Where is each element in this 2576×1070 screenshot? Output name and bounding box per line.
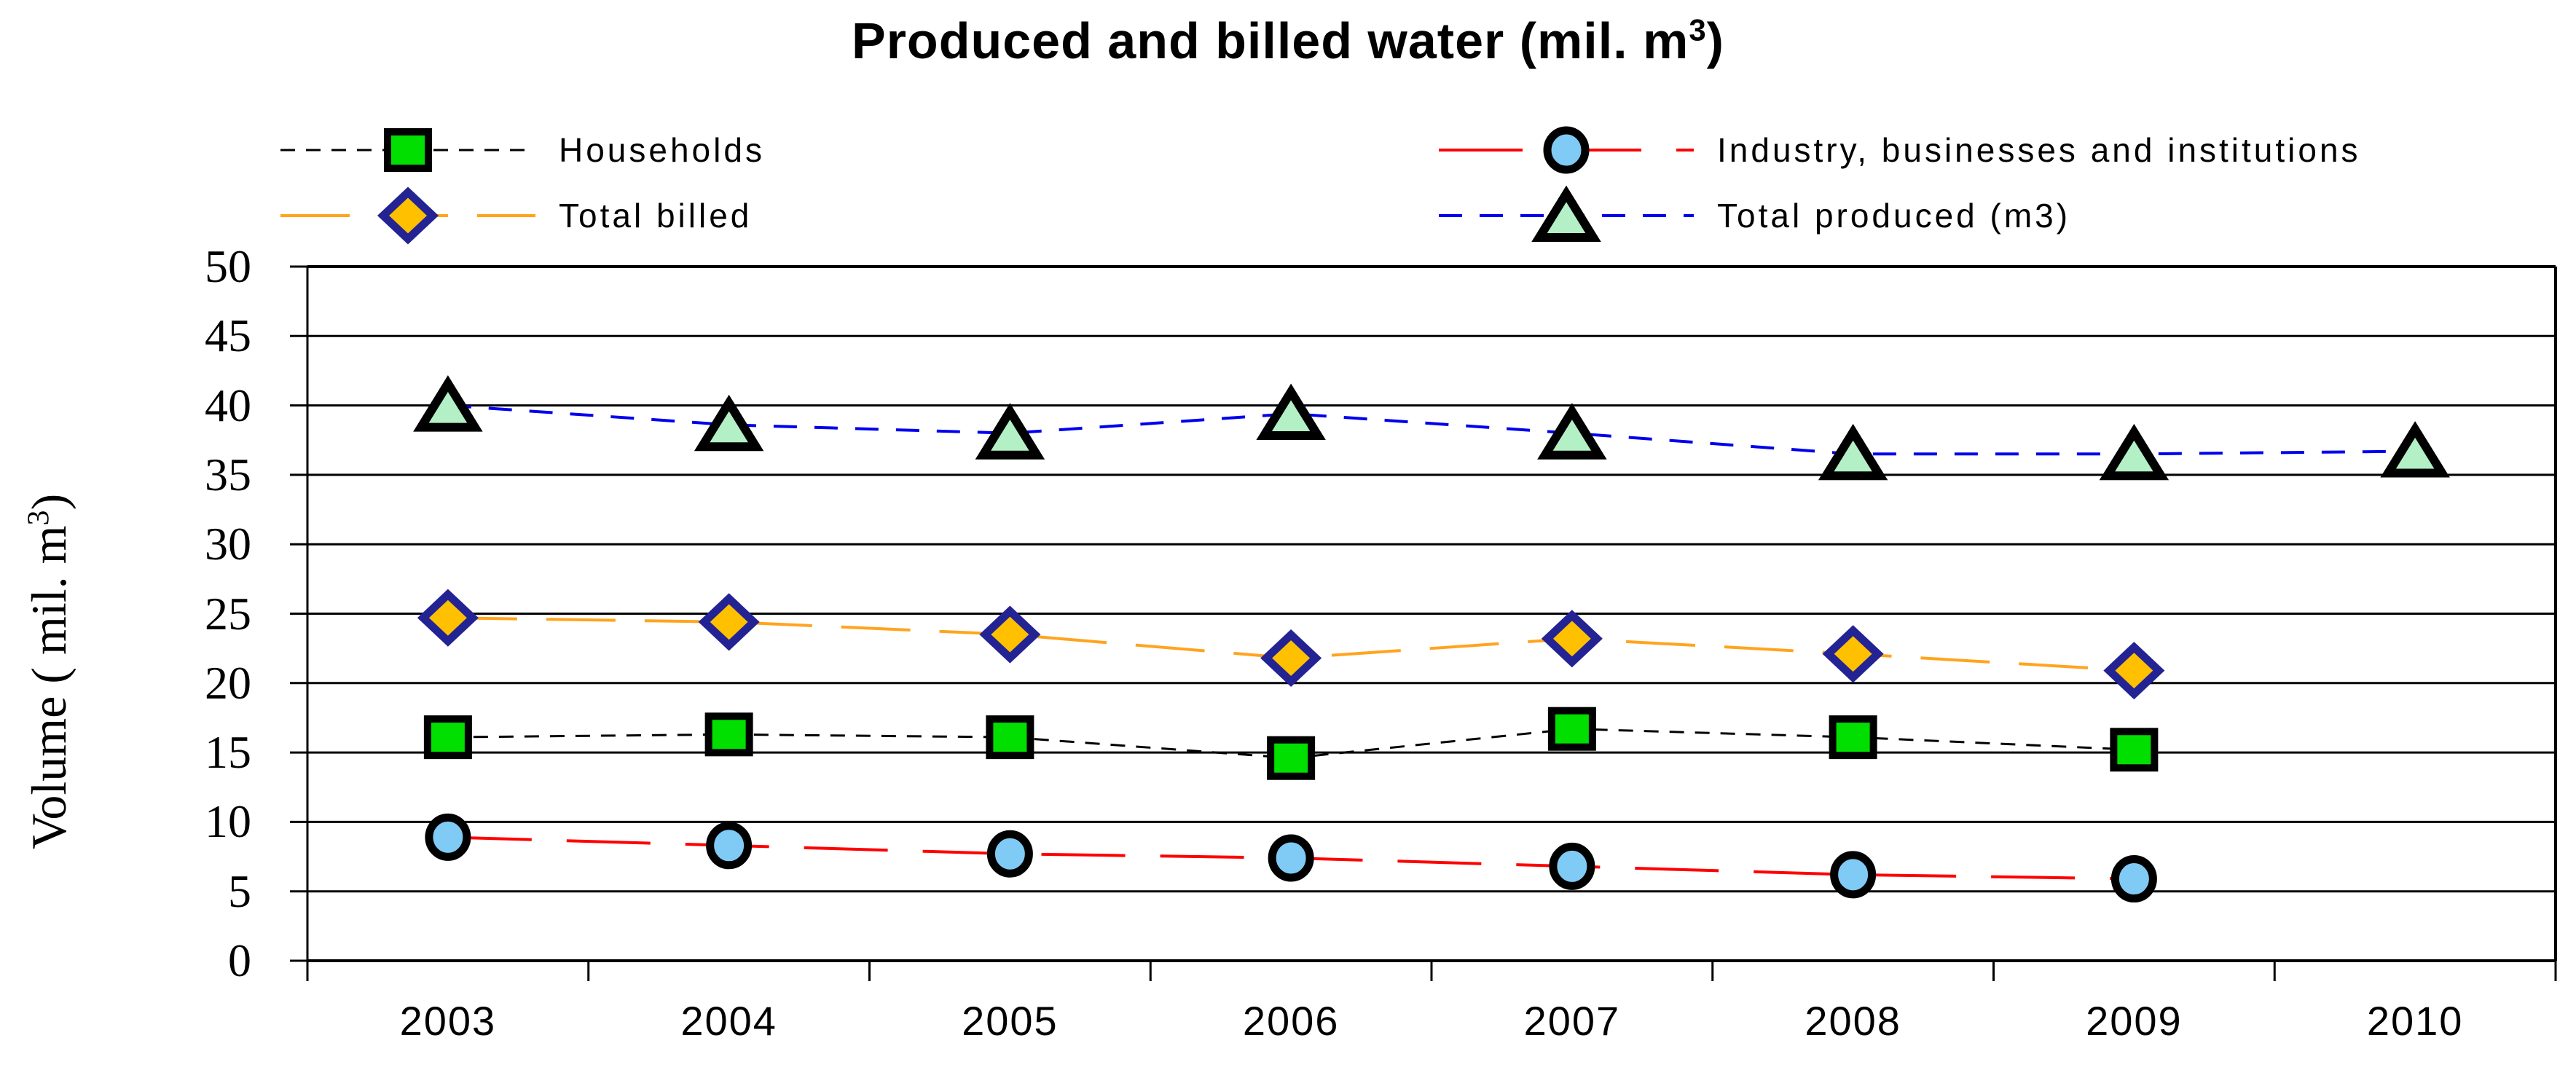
produced-legend-marker-icon (1531, 185, 1601, 242)
households-marker-2009 (2110, 728, 2159, 772)
billed-marker-2003 (417, 589, 479, 647)
legend-label-industry: Industry, businesses and institutions (1717, 131, 2361, 169)
produced-marker-2007 (1537, 403, 1607, 460)
y-tick-label-15: 15 (205, 726, 251, 779)
y-tick-label-40: 40 (205, 379, 251, 431)
chart-title-text: Produced and billed water (mil. m (852, 12, 1689, 69)
y-tick-label-10: 10 (205, 795, 251, 848)
legend-item-households: Households (280, 117, 765, 184)
produced-marker-2004 (694, 394, 764, 452)
x-tick-label-2004: 2004 (680, 998, 777, 1044)
y-tick-label-0: 0 (228, 935, 251, 986)
households-marker-2005 (986, 715, 1034, 760)
y-tick-label-20: 20 (205, 656, 251, 709)
y-tick-label-5: 5 (228, 865, 251, 917)
households-marker-2003 (423, 715, 472, 760)
households-marker-2006 (1267, 736, 1316, 780)
x-tick-label-2009: 2009 (2086, 998, 2183, 1044)
industry-marker-2009 (2110, 855, 2157, 903)
households-legend-sample (280, 128, 535, 172)
x-tick-label-2003: 2003 (399, 998, 497, 1044)
produced-marker-2005 (975, 403, 1045, 460)
y-tick-label-30: 30 (205, 518, 251, 570)
y-tick-label-50: 50 (205, 240, 251, 292)
billed-marker-2006 (1260, 629, 1322, 688)
chart-title-superscript: 3 (1689, 12, 1707, 47)
legend-label-total-billed: Total billed (559, 197, 753, 235)
x-tick-label-2008: 2008 (1805, 998, 1901, 1044)
households-legend-marker-icon (384, 128, 432, 172)
total-billed-legend-sample (280, 186, 535, 245)
chart-title: Produced and billed water (mil. m3) (0, 12, 2576, 70)
billed-marker-2009 (2103, 642, 2165, 700)
billed-legend-marker-icon (377, 186, 439, 245)
y-tick-label-35: 35 (205, 448, 251, 500)
produced-marker-2008 (1818, 423, 1888, 481)
industry-marker-2006 (1268, 834, 1314, 882)
households-marker-2008 (1829, 715, 1877, 760)
y-tick-label-45: 45 (205, 310, 251, 362)
industry-marker-2007 (1549, 842, 1595, 890)
chart-title-suffix: ) (1706, 12, 1724, 69)
y-tick-label-25: 25 (205, 587, 251, 640)
produced-marker-2006 (1256, 383, 1326, 441)
industry-marker-2003 (425, 813, 471, 861)
billed-marker-2008 (1822, 625, 1884, 683)
total-produced-legend-sample (1439, 185, 1694, 242)
billed-marker-2007 (1541, 610, 1603, 668)
industry-marker-2008 (1830, 851, 1877, 899)
industry-legend-sample (1439, 126, 1694, 174)
industry-marker-2004 (706, 822, 753, 870)
produced-marker-2003 (413, 375, 483, 432)
legend-label-households: Households (559, 131, 765, 169)
legend-label-total-produced: Total produced (m3) (1717, 197, 2071, 235)
produced-marker-2010 (2380, 421, 2450, 478)
x-tick-label-2010: 2010 (2366, 998, 2464, 1044)
industry-marker-2005 (986, 830, 1033, 878)
billed-marker-2004 (698, 593, 760, 651)
x-tick-label-2007: 2007 (1523, 998, 1621, 1044)
produced-marker-2009 (2099, 423, 2169, 481)
produced-line (447, 404, 2416, 456)
x-tick-label-2006: 2006 (1242, 998, 1340, 1044)
billed-marker-2005 (979, 605, 1041, 664)
legend-item-industry: Industry, businesses and institutions (1439, 117, 2361, 184)
legend-item-total-billed: Total billed (280, 182, 752, 249)
households-marker-2004 (704, 712, 753, 757)
legend-item-total-produced: Total produced (m3) (1439, 182, 2070, 249)
x-tick-label-2005: 2005 (962, 998, 1059, 1044)
households-marker-2007 (1547, 707, 1596, 751)
industry-legend-marker-icon (1543, 126, 1590, 174)
